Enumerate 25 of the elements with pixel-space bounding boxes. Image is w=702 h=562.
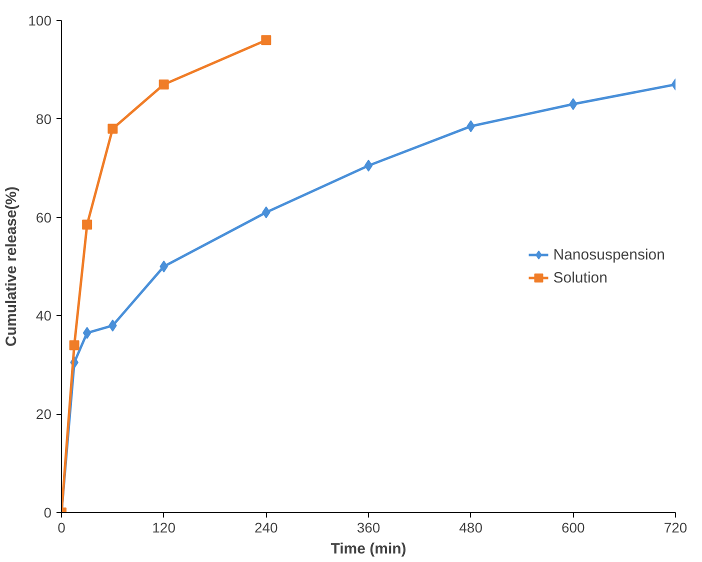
legend-label: Solution (553, 269, 608, 286)
x-tick-label: 360 (356, 520, 380, 536)
y-tick-label: 80 (36, 110, 52, 127)
y-tick-label: 20 (36, 406, 52, 422)
point (160, 260, 168, 272)
point (82, 326, 92, 339)
x-axis-title: Time (min) (330, 540, 406, 558)
x-tick-label: 720 (664, 520, 688, 536)
point (261, 35, 272, 46)
x-tick-label: 0 (58, 520, 66, 536)
x-tick-label: 600 (561, 520, 586, 536)
point (108, 124, 118, 134)
y-tick-label: 100 (28, 12, 52, 28)
point (82, 220, 92, 230)
x-tick-label: 480 (459, 520, 483, 536)
point (364, 160, 373, 172)
x-tick-label: 120 (152, 520, 176, 536)
y-axis-title: Cumulative release(%) (3, 186, 20, 347)
x-tick-label: 240 (254, 520, 278, 536)
point (158, 79, 169, 90)
y-tick-label: 60 (36, 209, 52, 226)
legend-label: Nanosuspension (553, 246, 665, 263)
point (69, 340, 80, 350)
y-tick-label: 40 (36, 308, 52, 324)
y-tick-label: 0 (44, 504, 52, 520)
